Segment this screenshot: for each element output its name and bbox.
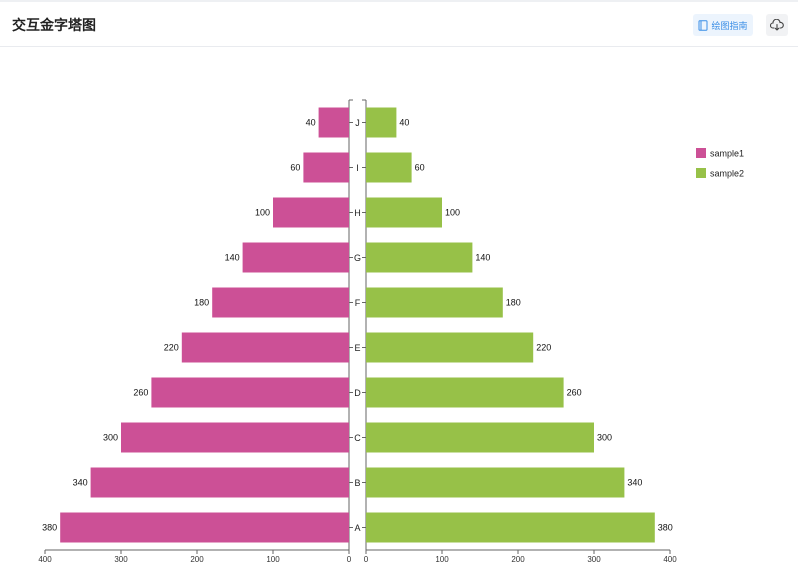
bar-label-sample1: 380 [42, 523, 57, 533]
right-x-tick-label: 100 [435, 555, 449, 564]
legend-label-sample2: sample2 [710, 169, 744, 179]
bar-label-sample1: 180 [194, 298, 209, 308]
right-x-tick-label: 200 [511, 555, 525, 564]
right-x-tick-label: 400 [663, 555, 677, 564]
category-label: H [354, 208, 361, 218]
bar-sample1 [273, 197, 349, 228]
right-x-tick-label: 300 [587, 555, 601, 564]
legend-label-sample1: sample1 [710, 149, 744, 159]
category-label: B [354, 478, 360, 488]
bar-sample1 [121, 422, 349, 453]
page-header: 交互金字塔图 绘图指南 [0, 2, 798, 47]
book-icon [698, 19, 708, 31]
bar-label-sample1: 260 [133, 388, 148, 398]
legend-swatch-sample2 [696, 168, 706, 178]
bar-label-sample2: 180 [506, 298, 521, 308]
bar-label-sample2: 100 [445, 208, 460, 218]
drawing-guide-button[interactable]: 绘图指南 [693, 14, 753, 36]
bar-sample2 [366, 512, 655, 543]
bar-label-sample1: 100 [255, 208, 270, 218]
left-x-tick-label: 100 [266, 555, 280, 564]
bar-sample2 [366, 422, 594, 453]
category-label: E [354, 343, 360, 353]
cloud-download-icon [770, 19, 784, 31]
bar-label-sample1: 340 [73, 478, 88, 488]
bar-sample2 [366, 197, 442, 228]
bar-sample1 [151, 377, 349, 408]
pyramid-chart: 0 0 100 100 200 200 300 300 400 400 A B C D E F G H I J 380… [38, 99, 744, 564]
left-x-tick-label: 400 [38, 555, 52, 564]
category-label: F [355, 298, 361, 308]
chart-bars: 380 380 340 340 300 300 260 260 220 220 180 180 140 1… [42, 107, 673, 543]
left-x-tick-label: 0 [347, 555, 352, 564]
category-label: C [354, 433, 361, 443]
bar-label-sample2: 380 [658, 523, 673, 533]
bar-label-sample2: 340 [627, 478, 642, 488]
bar-sample2 [366, 152, 412, 183]
bar-sample1 [181, 332, 349, 363]
category-label: A [354, 523, 360, 533]
bar-label-sample2: 300 [597, 433, 612, 443]
bar-sample1 [60, 512, 349, 543]
left-x-tick-label: 200 [190, 555, 204, 564]
legend-swatch-sample1 [696, 148, 706, 158]
bar-label-sample2: 260 [567, 388, 582, 398]
bar-label-sample1: 140 [225, 253, 240, 263]
category-label: I [356, 163, 359, 173]
bar-sample2 [366, 107, 397, 138]
page-title: 交互金字塔图 [12, 17, 96, 33]
bar-label-sample1: 300 [103, 433, 118, 443]
right-x-tick-label: 0 [364, 555, 369, 564]
top-border [0, 0, 798, 2]
drawing-guide-label: 绘图指南 [711, 20, 748, 31]
category-label: G [354, 253, 361, 263]
bar-label-sample1: 60 [290, 163, 300, 173]
bar-sample1 [90, 467, 349, 498]
chart-legend: sample1 sample2 [696, 148, 744, 179]
bar-sample1 [242, 242, 349, 273]
bar-sample1 [303, 152, 349, 183]
bar-label-sample2: 220 [536, 343, 551, 353]
left-x-tick-label: 300 [114, 555, 128, 564]
bar-sample2 [366, 377, 564, 408]
bar-label-sample2: 40 [399, 118, 409, 128]
bar-label-sample1: 220 [164, 343, 179, 353]
bar-sample2 [366, 287, 503, 318]
bar-sample1 [212, 287, 349, 318]
bar-sample2 [366, 467, 625, 498]
bar-sample2 [366, 332, 534, 363]
bar-label-sample2: 60 [415, 163, 425, 173]
category-label: J [355, 118, 360, 128]
bar-label-sample1: 40 [306, 118, 316, 128]
category-label: D [354, 388, 361, 398]
bar-label-sample2: 140 [475, 253, 490, 263]
bar-sample2 [366, 242, 473, 273]
download-button[interactable] [766, 14, 788, 36]
bar-sample1 [318, 107, 349, 138]
